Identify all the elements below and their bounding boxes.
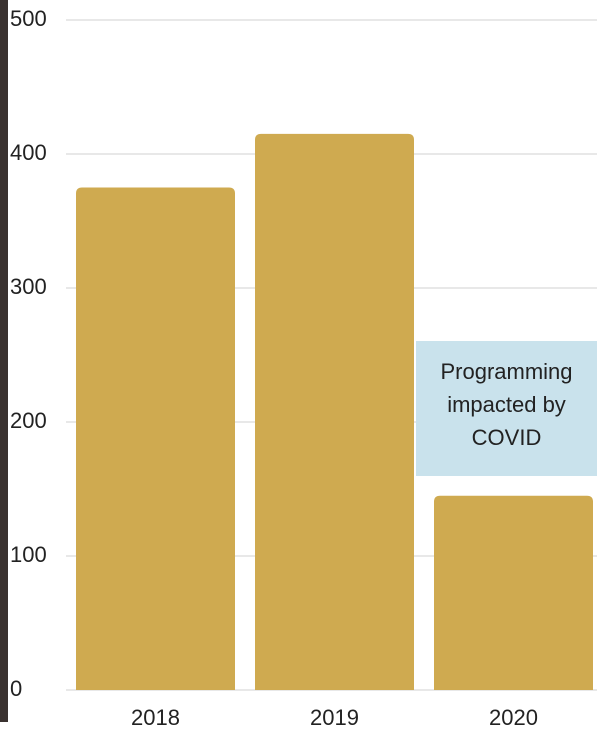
- x-tick-label: 2019: [310, 705, 359, 730]
- y-tick-label: 500: [10, 6, 47, 31]
- photo-edge: [0, 0, 8, 722]
- y-tick-label: 100: [10, 542, 47, 567]
- x-tick-label: 2020: [489, 705, 538, 730]
- x-tick-label: 2018: [131, 705, 180, 730]
- y-tick-label: 400: [10, 140, 47, 165]
- bar: [76, 187, 235, 690]
- bar: [255, 133, 414, 690]
- y-tick-label: 200: [10, 408, 47, 433]
- y-tick-label: 0: [10, 676, 22, 701]
- y-tick-label: 300: [10, 274, 47, 299]
- annotation: Programming impacted by COVID: [416, 341, 597, 476]
- bar: [434, 495, 593, 690]
